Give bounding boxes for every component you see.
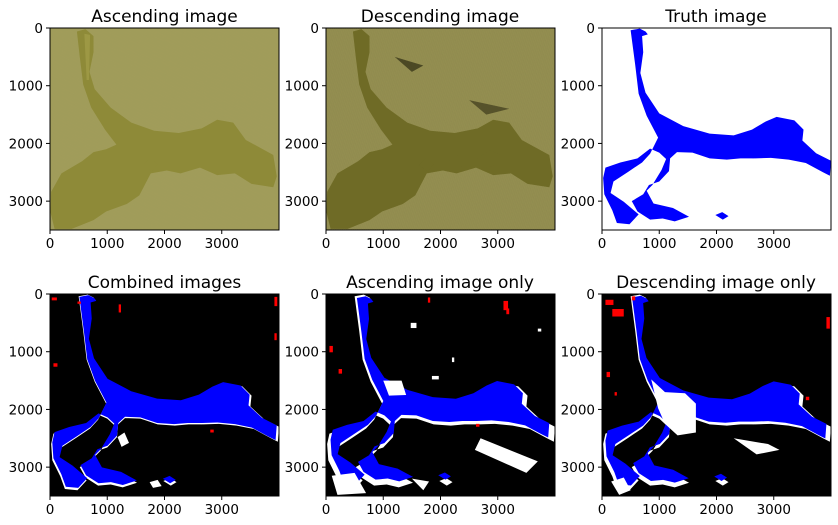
panel-title: Ascending image only xyxy=(346,273,534,293)
y-tick-label: 2000 xyxy=(9,402,43,418)
y-tick-label: 1000 xyxy=(285,79,319,95)
ascending-only-image xyxy=(326,294,555,496)
x-tick-label: 2000 xyxy=(147,236,181,252)
y-tick-label: 2000 xyxy=(285,402,319,418)
panel-title: Descending image xyxy=(361,7,519,27)
y-tick-label: 1000 xyxy=(561,345,595,361)
x-tick-label: 1000 xyxy=(90,236,124,252)
descending-image xyxy=(326,28,555,230)
y-tick-label: 2000 xyxy=(285,136,319,152)
panel-title: Truth image xyxy=(664,7,766,27)
panel-title: Descending image only xyxy=(616,273,816,293)
y-tick-label: 0 xyxy=(34,287,43,303)
x-tick-label: 2000 xyxy=(699,236,733,252)
y-tick-label: 1000 xyxy=(285,345,319,361)
x-tick-label: 2000 xyxy=(423,502,457,518)
y-tick-label: 2000 xyxy=(9,136,43,152)
x-tick-label: 2000 xyxy=(423,236,457,252)
y-tick-label: 1000 xyxy=(9,79,43,95)
y-tick-label: 0 xyxy=(34,21,43,37)
truth-image xyxy=(602,28,831,230)
y-tick-label: 3000 xyxy=(9,194,43,210)
x-tick-label: 3000 xyxy=(205,236,239,252)
y-tick-label: 3000 xyxy=(561,194,595,210)
x-tick-label: 3000 xyxy=(757,236,791,252)
x-tick-label: 3000 xyxy=(757,502,791,518)
y-tick-label: 0 xyxy=(586,287,595,303)
y-tick-label: 1000 xyxy=(561,79,595,95)
y-tick-label: 3000 xyxy=(9,460,43,476)
y-tick-label: 0 xyxy=(310,287,319,303)
x-tick-label: 0 xyxy=(598,502,607,518)
y-tick-label: 3000 xyxy=(561,460,595,476)
x-tick-label: 0 xyxy=(46,502,55,518)
y-tick-label: 2000 xyxy=(561,136,595,152)
ascending-image xyxy=(50,28,280,230)
x-tick-label: 1000 xyxy=(366,236,400,252)
x-tick-label: 1000 xyxy=(642,502,676,518)
x-tick-label: 1000 xyxy=(90,502,124,518)
y-tick-label: 0 xyxy=(586,21,595,37)
x-tick-label: 0 xyxy=(322,502,331,518)
x-tick-label: 2000 xyxy=(699,502,733,518)
x-tick-label: 0 xyxy=(322,236,331,252)
y-tick-label: 1000 xyxy=(9,345,43,361)
descending-only-image xyxy=(602,294,831,496)
y-tick-label: 2000 xyxy=(561,402,595,418)
x-tick-label: 1000 xyxy=(366,502,400,518)
x-tick-label: 3000 xyxy=(481,502,515,518)
panel-title: Ascending image xyxy=(91,7,238,27)
x-tick-label: 1000 xyxy=(642,236,676,252)
y-tick-label: 3000 xyxy=(285,194,319,210)
y-tick-label: 0 xyxy=(310,21,319,37)
x-tick-label: 2000 xyxy=(147,502,181,518)
x-tick-label: 3000 xyxy=(481,236,515,252)
x-tick-label: 0 xyxy=(46,236,55,252)
axes-ticks: 0 1000 2000 3000 0 1000 2000 3000 0 1000 2000 3000 0… xyxy=(9,21,791,518)
panel-title: Combined images xyxy=(88,273,242,293)
x-tick-label: 0 xyxy=(598,236,607,252)
x-tick-label: 3000 xyxy=(205,502,239,518)
y-tick-label: 3000 xyxy=(285,460,319,476)
combined-images xyxy=(50,294,280,496)
